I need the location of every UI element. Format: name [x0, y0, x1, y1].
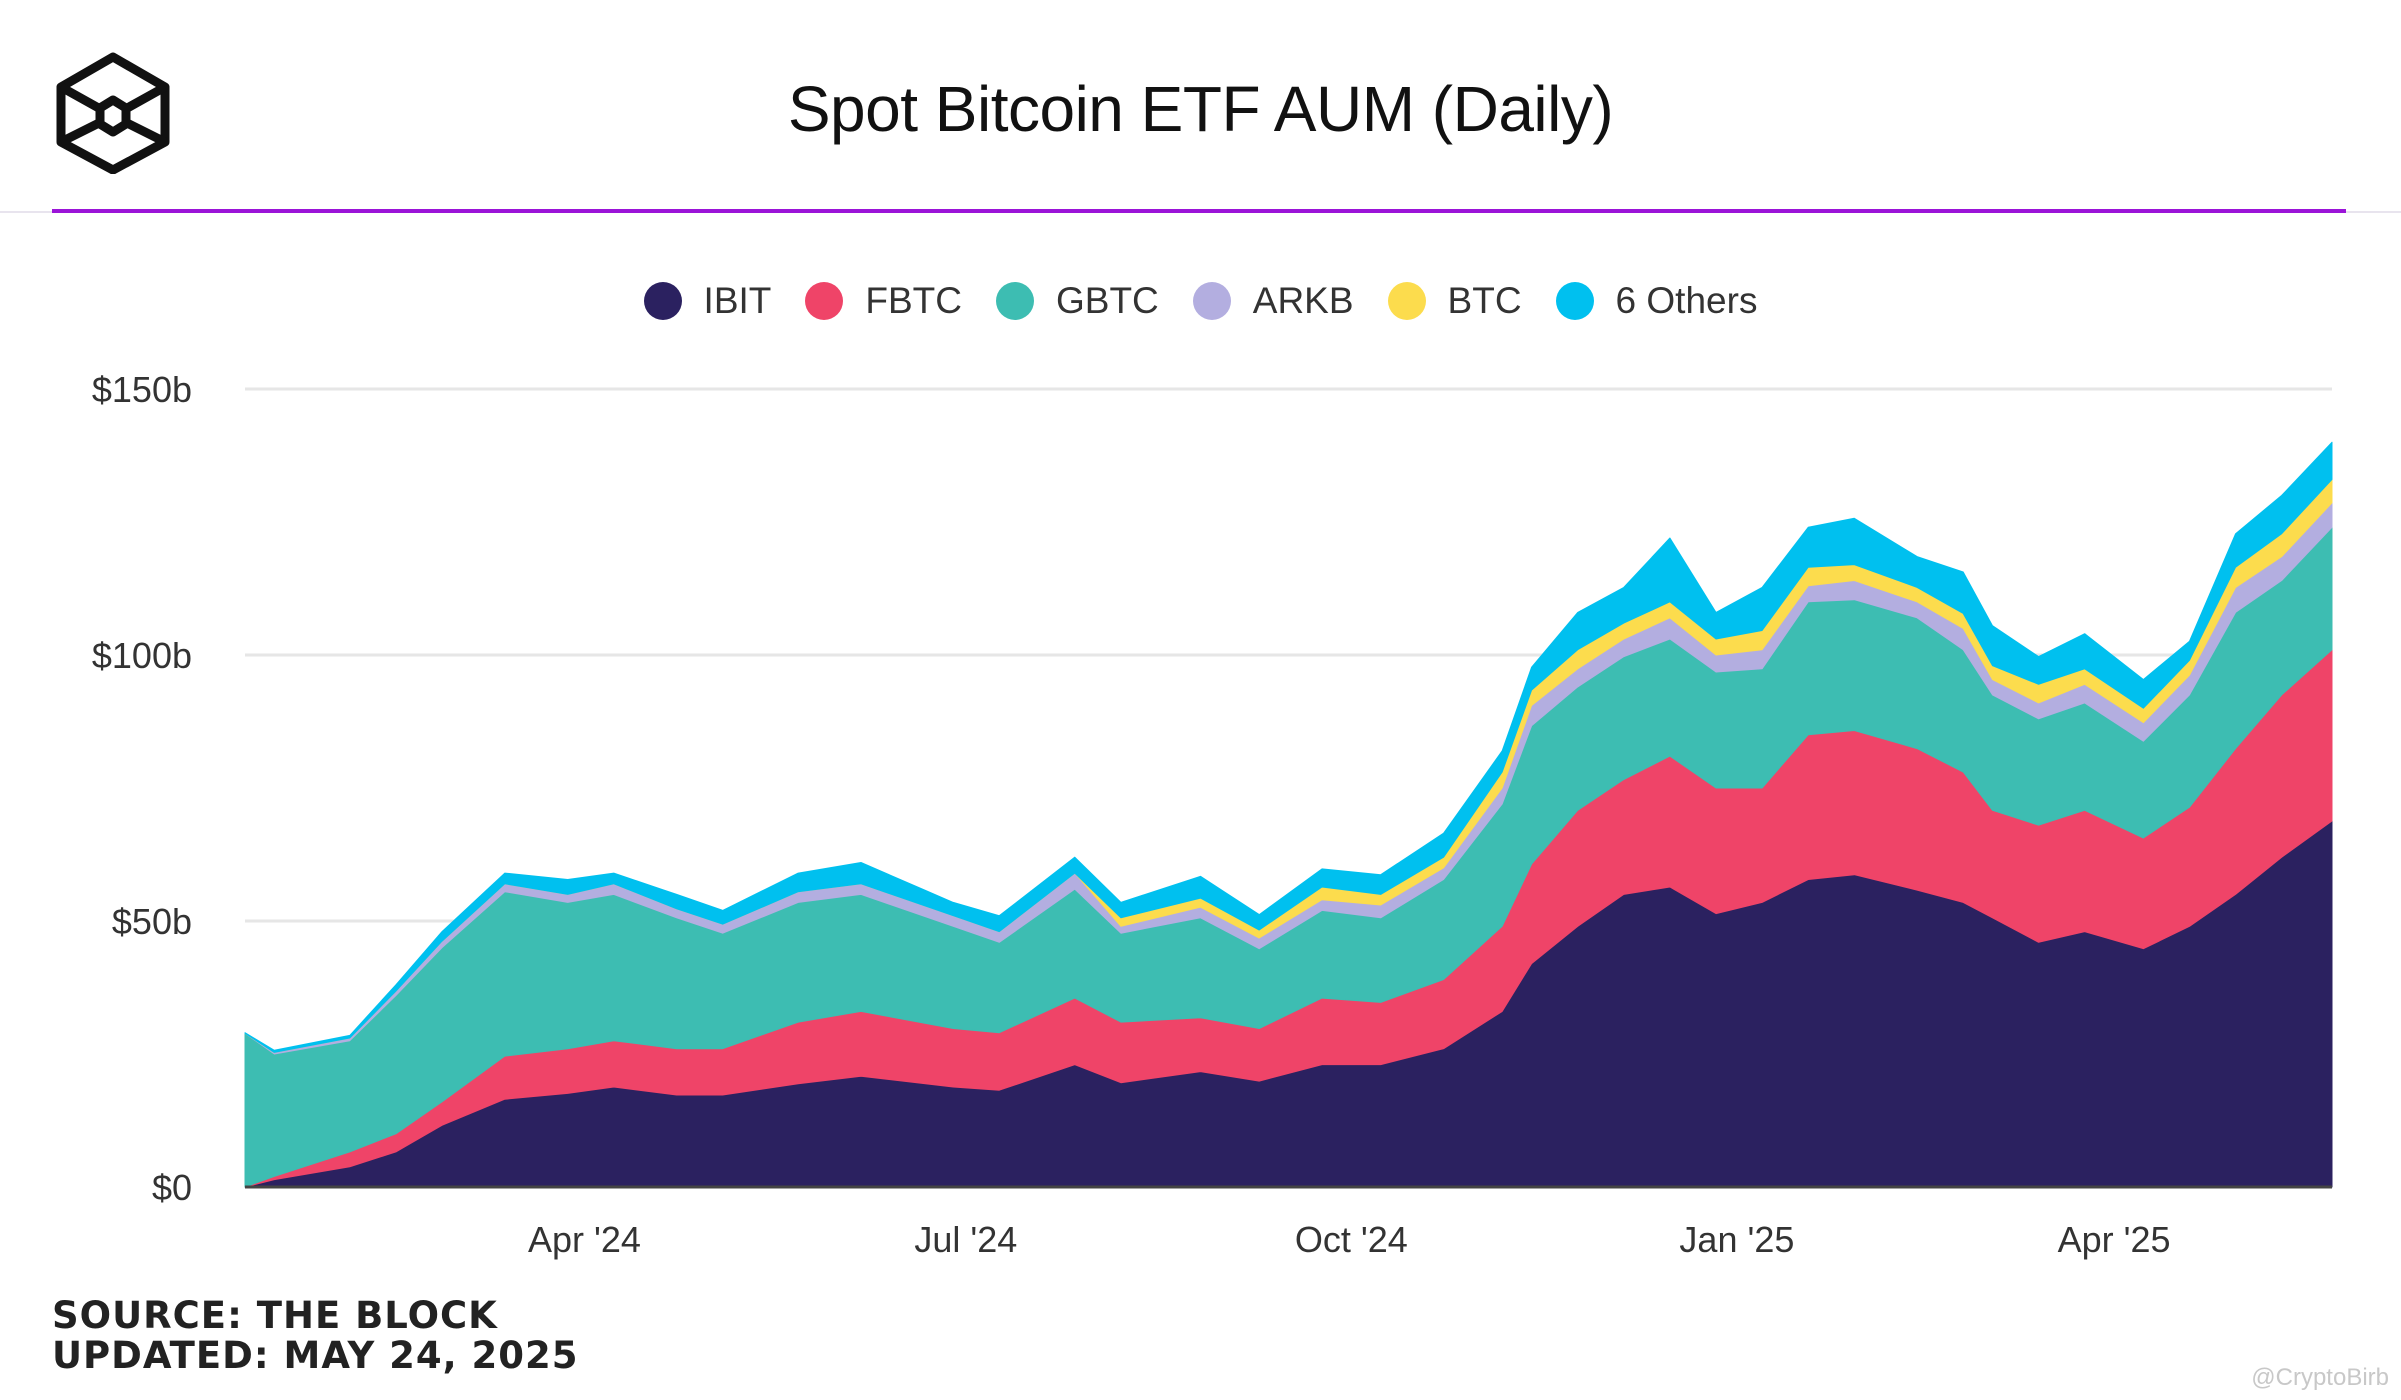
legend-label: BTC — [1447, 280, 1522, 321]
legend-swatch — [996, 282, 1034, 320]
legend-swatch — [1387, 282, 1426, 320]
y-tick-label: $150b — [92, 369, 192, 410]
y-tick-label: $100b — [92, 635, 192, 676]
x-tick-label: Oct '24 — [1295, 1219, 1408, 1260]
legend-label: ARKB — [1252, 280, 1354, 321]
legend: IBIT FBTC GBTC ARKB BTC 6 Others — [0, 280, 2401, 322]
legend-swatch — [805, 282, 844, 320]
legend-item[interactable]: IBIT — [643, 280, 772, 322]
legend-swatch — [643, 282, 682, 320]
legend-item[interactable]: ARKB — [1192, 280, 1354, 322]
x-tick-label: Jan '25 — [1679, 1219, 1794, 1260]
legend-swatch — [1192, 282, 1231, 320]
legend-label: IBIT — [703, 280, 772, 321]
the-block-logo — [56, 52, 170, 174]
legend-swatch — [1555, 282, 1594, 320]
y-tick-label: $0 — [152, 1167, 192, 1208]
legend-label: FBTC — [865, 280, 962, 321]
header-divider — [52, 209, 2346, 213]
legend-item[interactable]: 6 Others — [1555, 280, 1758, 322]
watermark: @CryptoBirb — [2251, 1364, 2389, 1391]
updated-note: UPDATED: MAY 24, 2025 — [52, 1334, 579, 1377]
area-6-others — [244, 441, 2333, 1053]
legend-item[interactable]: GBTC — [996, 280, 1159, 322]
source-note: SOURCE: THE BLOCK — [52, 1294, 498, 1337]
x-tick-label: Apr '24 — [528, 1219, 641, 1260]
chart-title: Spot Bitcoin ETF AUM (Daily) — [787, 73, 1614, 145]
legend-label: 6 Others — [1615, 280, 1758, 321]
x-tick-label: Apr '25 — [2058, 1219, 2171, 1260]
legend-item[interactable]: FBTC — [805, 280, 962, 322]
footer: SOURCE: THE BLOCK UPDATED: MAY 24, 2025 — [52, 1296, 579, 1376]
x-tick-label: Jul '24 — [914, 1219, 1017, 1260]
legend-label: GBTC — [1056, 280, 1159, 321]
legend-item[interactable]: BTC — [1387, 280, 1522, 322]
y-tick-label: $50b — [112, 901, 192, 942]
